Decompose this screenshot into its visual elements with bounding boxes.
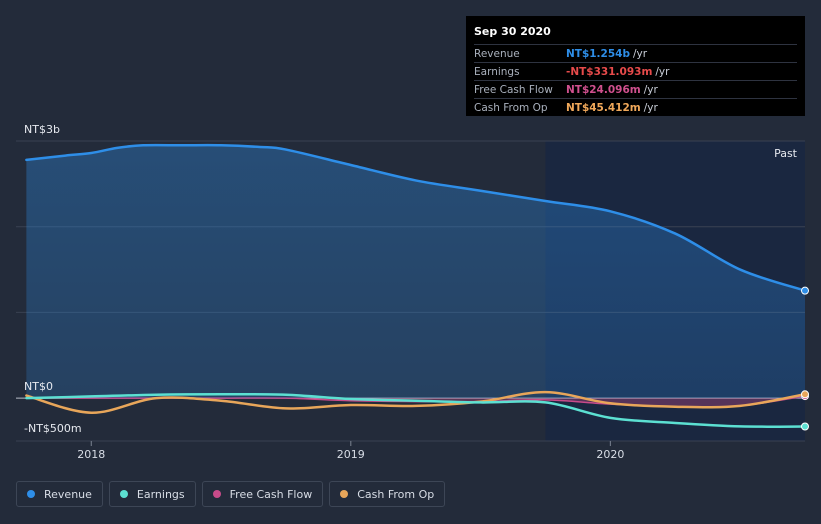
tooltip-value: -NT$331.093m: [566, 65, 653, 78]
y-axis-label: -NT$500m: [24, 422, 82, 435]
legend-item-earnings[interactable]: Earnings: [108, 481, 196, 507]
x-tick-label: 2020: [596, 448, 624, 461]
tooltip-value: NT$24.096m: [566, 83, 641, 96]
tooltip-row-cash-from-op: Cash From Op NT$45.412m/yr: [474, 98, 797, 116]
legend-label: Cash From Op: [357, 487, 435, 501]
legend-dot-icon: [212, 490, 221, 498]
tooltip-unit: /yr: [643, 83, 658, 96]
tooltip-value: NT$1.254b: [566, 47, 630, 60]
cash-from-op-line: [25, 390, 807, 414]
tooltip-unit: /yr: [655, 65, 670, 78]
tooltip-label: Free Cash Flow: [474, 83, 553, 96]
tooltip: Sep 30 2020 Revenue NT$1.254b/yr Earnings -…: [466, 16, 805, 116]
tooltip-label: Cash From Op: [474, 101, 548, 114]
legend-label: Revenue: [44, 487, 92, 501]
y-axis-label: NT$0: [24, 380, 53, 393]
revenue-end-marker: [801, 286, 809, 295]
cash-from-op-end-marker: [801, 390, 809, 399]
earnings-line: [25, 392, 807, 428]
earnings-end-marker: [801, 422, 809, 431]
tooltip-unit: /yr: [643, 101, 658, 114]
legend-dot-icon: [340, 490, 349, 498]
tooltip-value: NT$45.412m: [566, 101, 641, 114]
past-label: Past: [774, 147, 798, 160]
y-axis-label: NT$3b: [24, 123, 60, 136]
x-tick-label: 2019: [337, 448, 365, 461]
revenue-area: [26, 145, 805, 399]
free-cash-flow-area: [26, 396, 805, 408]
tooltip-label: Revenue: [474, 47, 520, 60]
revenue-line: [25, 143, 807, 292]
tooltip-unit: /yr: [632, 47, 648, 60]
legend-item-free-cash-flow[interactable]: Free Cash Flow: [201, 481, 324, 507]
legend-item-revenue[interactable]: Revenue: [16, 481, 103, 507]
tooltip-label: Earnings: [474, 65, 520, 78]
tooltip-date: Sep 30 2020: [474, 25, 551, 38]
legend-label: Free Cash Flow: [229, 487, 313, 501]
legend: Revenue Earnings Free Cash Flow Cash From O…: [16, 481, 446, 507]
x-tick-label: 2018: [77, 448, 105, 461]
legend-label: Earnings: [136, 487, 185, 501]
tooltip-row-earnings: Earnings -NT$331.093m/yr: [474, 62, 797, 80]
tooltip-row-revenue: Revenue NT$1.254b/yr: [474, 44, 797, 62]
legend-dot-icon: [27, 490, 35, 498]
legend-item-cash-from-op[interactable]: Cash From Op: [329, 481, 446, 507]
tooltip-row-free-cash-flow: Free Cash Flow NT$24.096m/yr: [474, 80, 797, 98]
legend-dot-icon: [119, 490, 128, 498]
